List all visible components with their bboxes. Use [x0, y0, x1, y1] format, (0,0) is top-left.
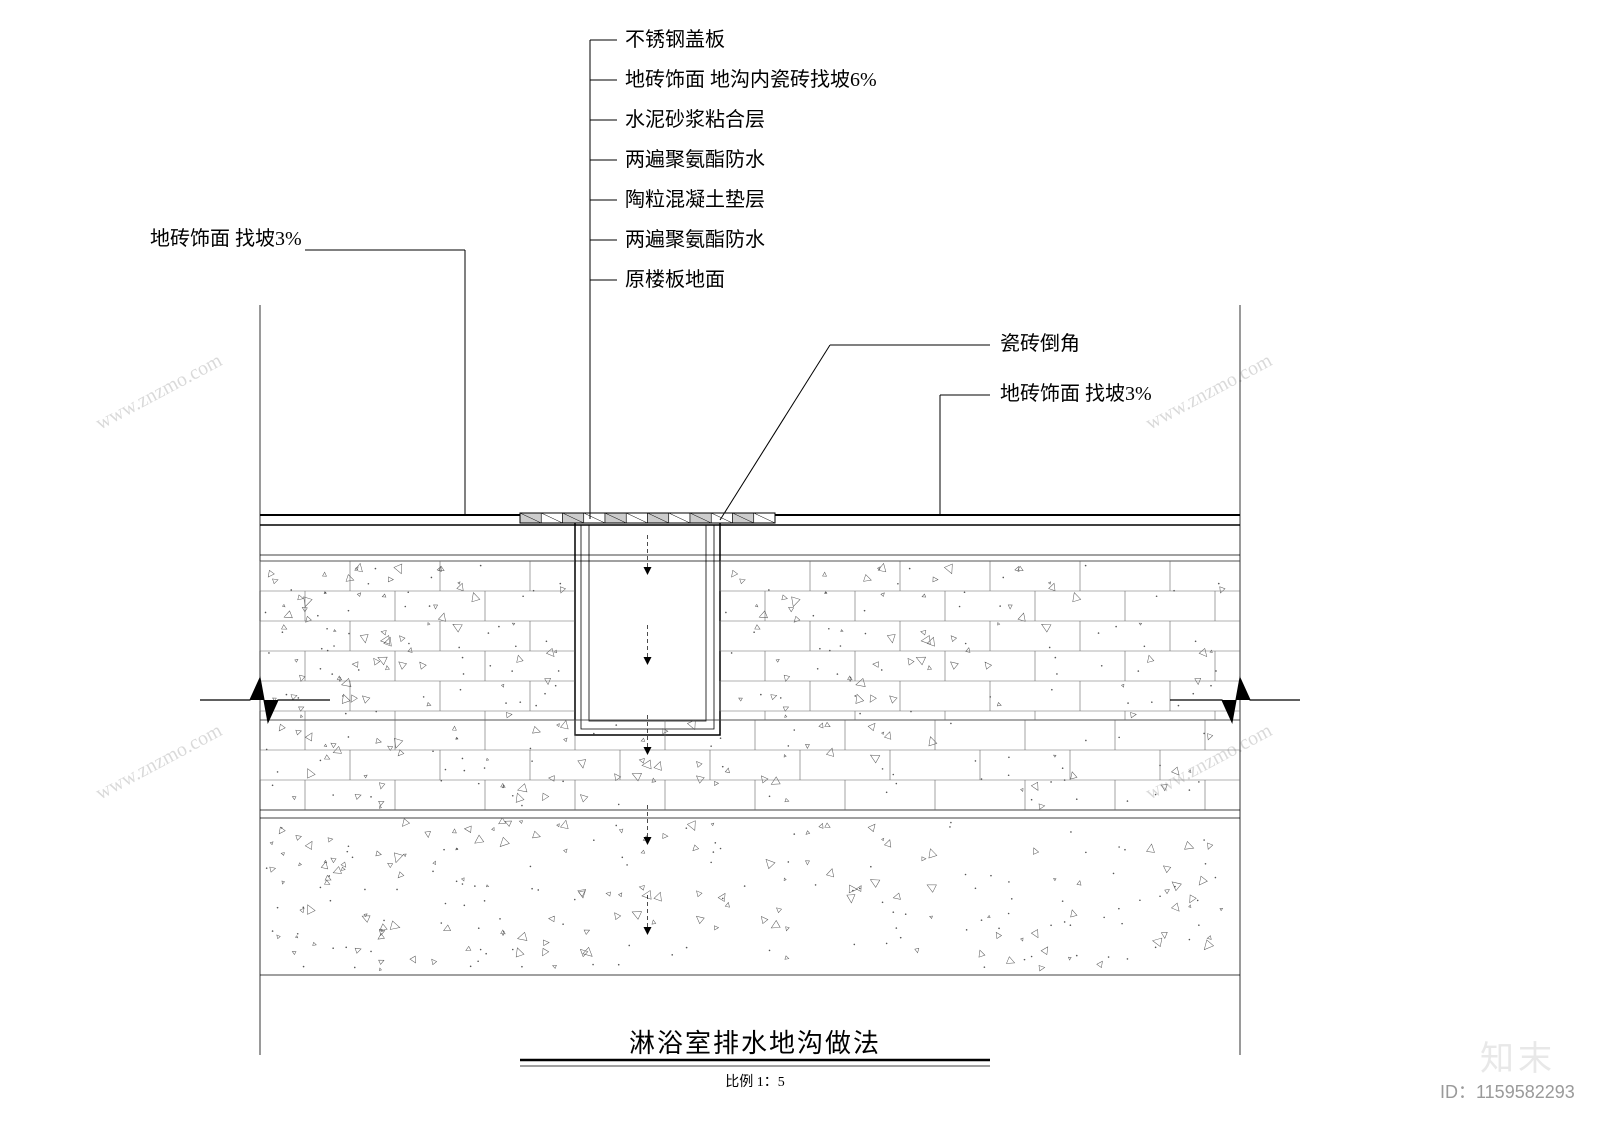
layer-label-2: 水泥砂浆粘合层 [625, 108, 765, 131]
leader-right-1: 瓷砖倒角 [720, 332, 1080, 520]
watermark-bg: www.znzmo.com www.znzmo.com www.znzmo.co… [92, 349, 1276, 804]
layer-label-1: 地砖饰面 地沟内瓷砖找坡6% [625, 68, 877, 91]
svg-text:www.znzmo.com: www.znzmo.com [1142, 719, 1276, 804]
drawing-title: 淋浴室排水地沟做法 [629, 1029, 881, 1058]
layer-label-4: 陶粒混凝土垫层 [625, 188, 765, 211]
drawing-scale: 比例 1：5 [725, 1074, 785, 1090]
svg-text:ID：1159582293: ID：1159582293 [1440, 1082, 1575, 1102]
layer-label-0: 不锈钢盖板 [625, 28, 725, 51]
layer-label-5: 两遍聚氨酯防水 [625, 228, 765, 251]
title-block: 淋浴室排水地沟做法 比例 1：5 [520, 1029, 990, 1090]
label-tile-chamfer: 瓷砖倒角 [1000, 332, 1080, 355]
label-right-slope: 地砖饰面 找坡3% [1000, 382, 1152, 405]
layer-label-3: 两遍聚氨酯防水 [625, 148, 765, 171]
leader-stack: 不锈钢盖板地砖饰面 地沟内瓷砖找坡6% 水泥砂浆粘合层两遍聚氨酯防水陶粒混凝土垫层… [590, 28, 877, 519]
label-left-slope: 地砖饰面 找坡3% [150, 227, 302, 250]
svg-text:知末: 知末 [1480, 1040, 1556, 1078]
watermark-brand: 知末 ID：1159582293 [1440, 1040, 1575, 1102]
layer-label-6: 原楼板地面 [625, 268, 725, 291]
svg-text:www.znzmo.com: www.znzmo.com [92, 349, 226, 434]
svg-text:www.znzmo.com: www.znzmo.com [1142, 349, 1276, 434]
svg-text:www.znzmo.com: www.znzmo.com [92, 719, 226, 804]
leader-right-2: 地砖饰面 找坡3% [940, 382, 1152, 515]
drawing [200, 305, 1300, 1055]
